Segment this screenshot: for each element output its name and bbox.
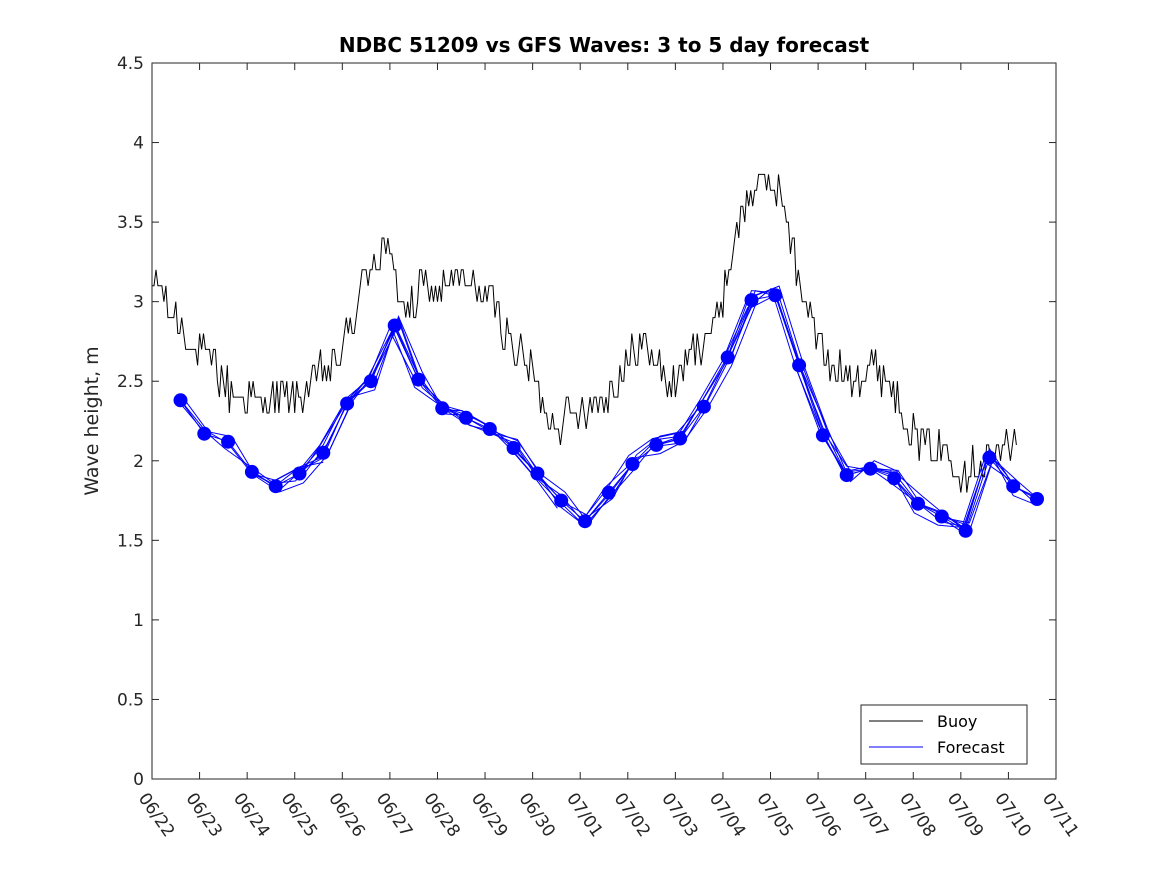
series-line-forecast-run bbox=[874, 458, 1042, 533]
forecast-point bbox=[768, 288, 783, 303]
forecast-point bbox=[696, 399, 711, 414]
chart-title: NDBC 51209 vs GFS Waves: 3 to 5 day fore… bbox=[339, 33, 870, 57]
y-tick-label: 0.5 bbox=[117, 690, 144, 710]
forecast-point bbox=[792, 358, 807, 373]
y-tick-label: 4 bbox=[133, 134, 144, 154]
forecast-point bbox=[292, 466, 307, 481]
forecast-point bbox=[197, 426, 212, 441]
legend-label-buoy: Buoy bbox=[937, 712, 977, 731]
forecast-point bbox=[173, 393, 188, 408]
y-tick-label: 3 bbox=[133, 293, 144, 313]
legend-label-forecast: Forecast bbox=[937, 738, 1005, 757]
axes-box bbox=[151, 62, 1057, 780]
forecast-point bbox=[340, 396, 355, 411]
forecast-point bbox=[1030, 492, 1044, 506]
forecast-point bbox=[673, 431, 688, 446]
forecast-point bbox=[934, 509, 949, 524]
forecast-point bbox=[316, 445, 331, 460]
forecast-point bbox=[387, 318, 402, 333]
forecast-point bbox=[815, 428, 830, 443]
forecast-point bbox=[649, 437, 664, 452]
y-axis-label: Wave height, m bbox=[81, 346, 103, 495]
forecast-point bbox=[839, 468, 854, 483]
y-tick-label: 0 bbox=[133, 770, 144, 790]
forecast-point bbox=[1006, 479, 1021, 494]
y-tick-label: 2.5 bbox=[117, 372, 144, 392]
forecast-point bbox=[268, 479, 283, 494]
y-tick-label: 4.5 bbox=[117, 54, 144, 74]
series-layer bbox=[152, 173, 1044, 538]
series-line-forecast-run bbox=[588, 305, 756, 522]
forecast-point bbox=[244, 464, 259, 479]
forecast-point bbox=[982, 450, 997, 465]
series-line-forecast-run bbox=[183, 399, 352, 493]
legend: Buoy Forecast bbox=[860, 704, 1028, 765]
forecast-point bbox=[363, 374, 378, 389]
series-line-forecast-run bbox=[295, 331, 416, 475]
forecast-point bbox=[887, 471, 902, 486]
forecast-point bbox=[744, 293, 759, 308]
series-line-forecast-run bbox=[374, 318, 542, 477]
series-line-forecast-run bbox=[509, 447, 630, 524]
series-line-forecast-run bbox=[660, 285, 828, 447]
y-tick-label: 2 bbox=[133, 452, 144, 472]
forecast-point bbox=[459, 410, 473, 425]
forecast-point bbox=[601, 485, 616, 500]
forecast-point bbox=[530, 466, 545, 481]
series-line-forecast-run bbox=[580, 406, 701, 522]
plot-area bbox=[152, 63, 1056, 779]
forecast-point bbox=[911, 496, 925, 511]
y-tick-label: 1.5 bbox=[117, 531, 144, 551]
forecast-point bbox=[720, 350, 735, 365]
legend-box bbox=[860, 704, 1028, 765]
forecast-point bbox=[411, 372, 426, 387]
forecast-point bbox=[958, 523, 973, 538]
forecast-point bbox=[506, 441, 521, 455]
series-line-buoy bbox=[152, 173, 1017, 493]
forecast-point bbox=[554, 493, 569, 508]
y-tick-label: 3.5 bbox=[117, 213, 144, 233]
forecast-point bbox=[482, 422, 497, 436]
y-tick-label: 1 bbox=[133, 611, 144, 631]
forecast-point bbox=[221, 434, 236, 449]
forecast-point bbox=[578, 514, 592, 529]
forecast-point bbox=[435, 401, 450, 416]
forecast-point bbox=[625, 457, 640, 471]
forecast-point bbox=[863, 461, 878, 476]
